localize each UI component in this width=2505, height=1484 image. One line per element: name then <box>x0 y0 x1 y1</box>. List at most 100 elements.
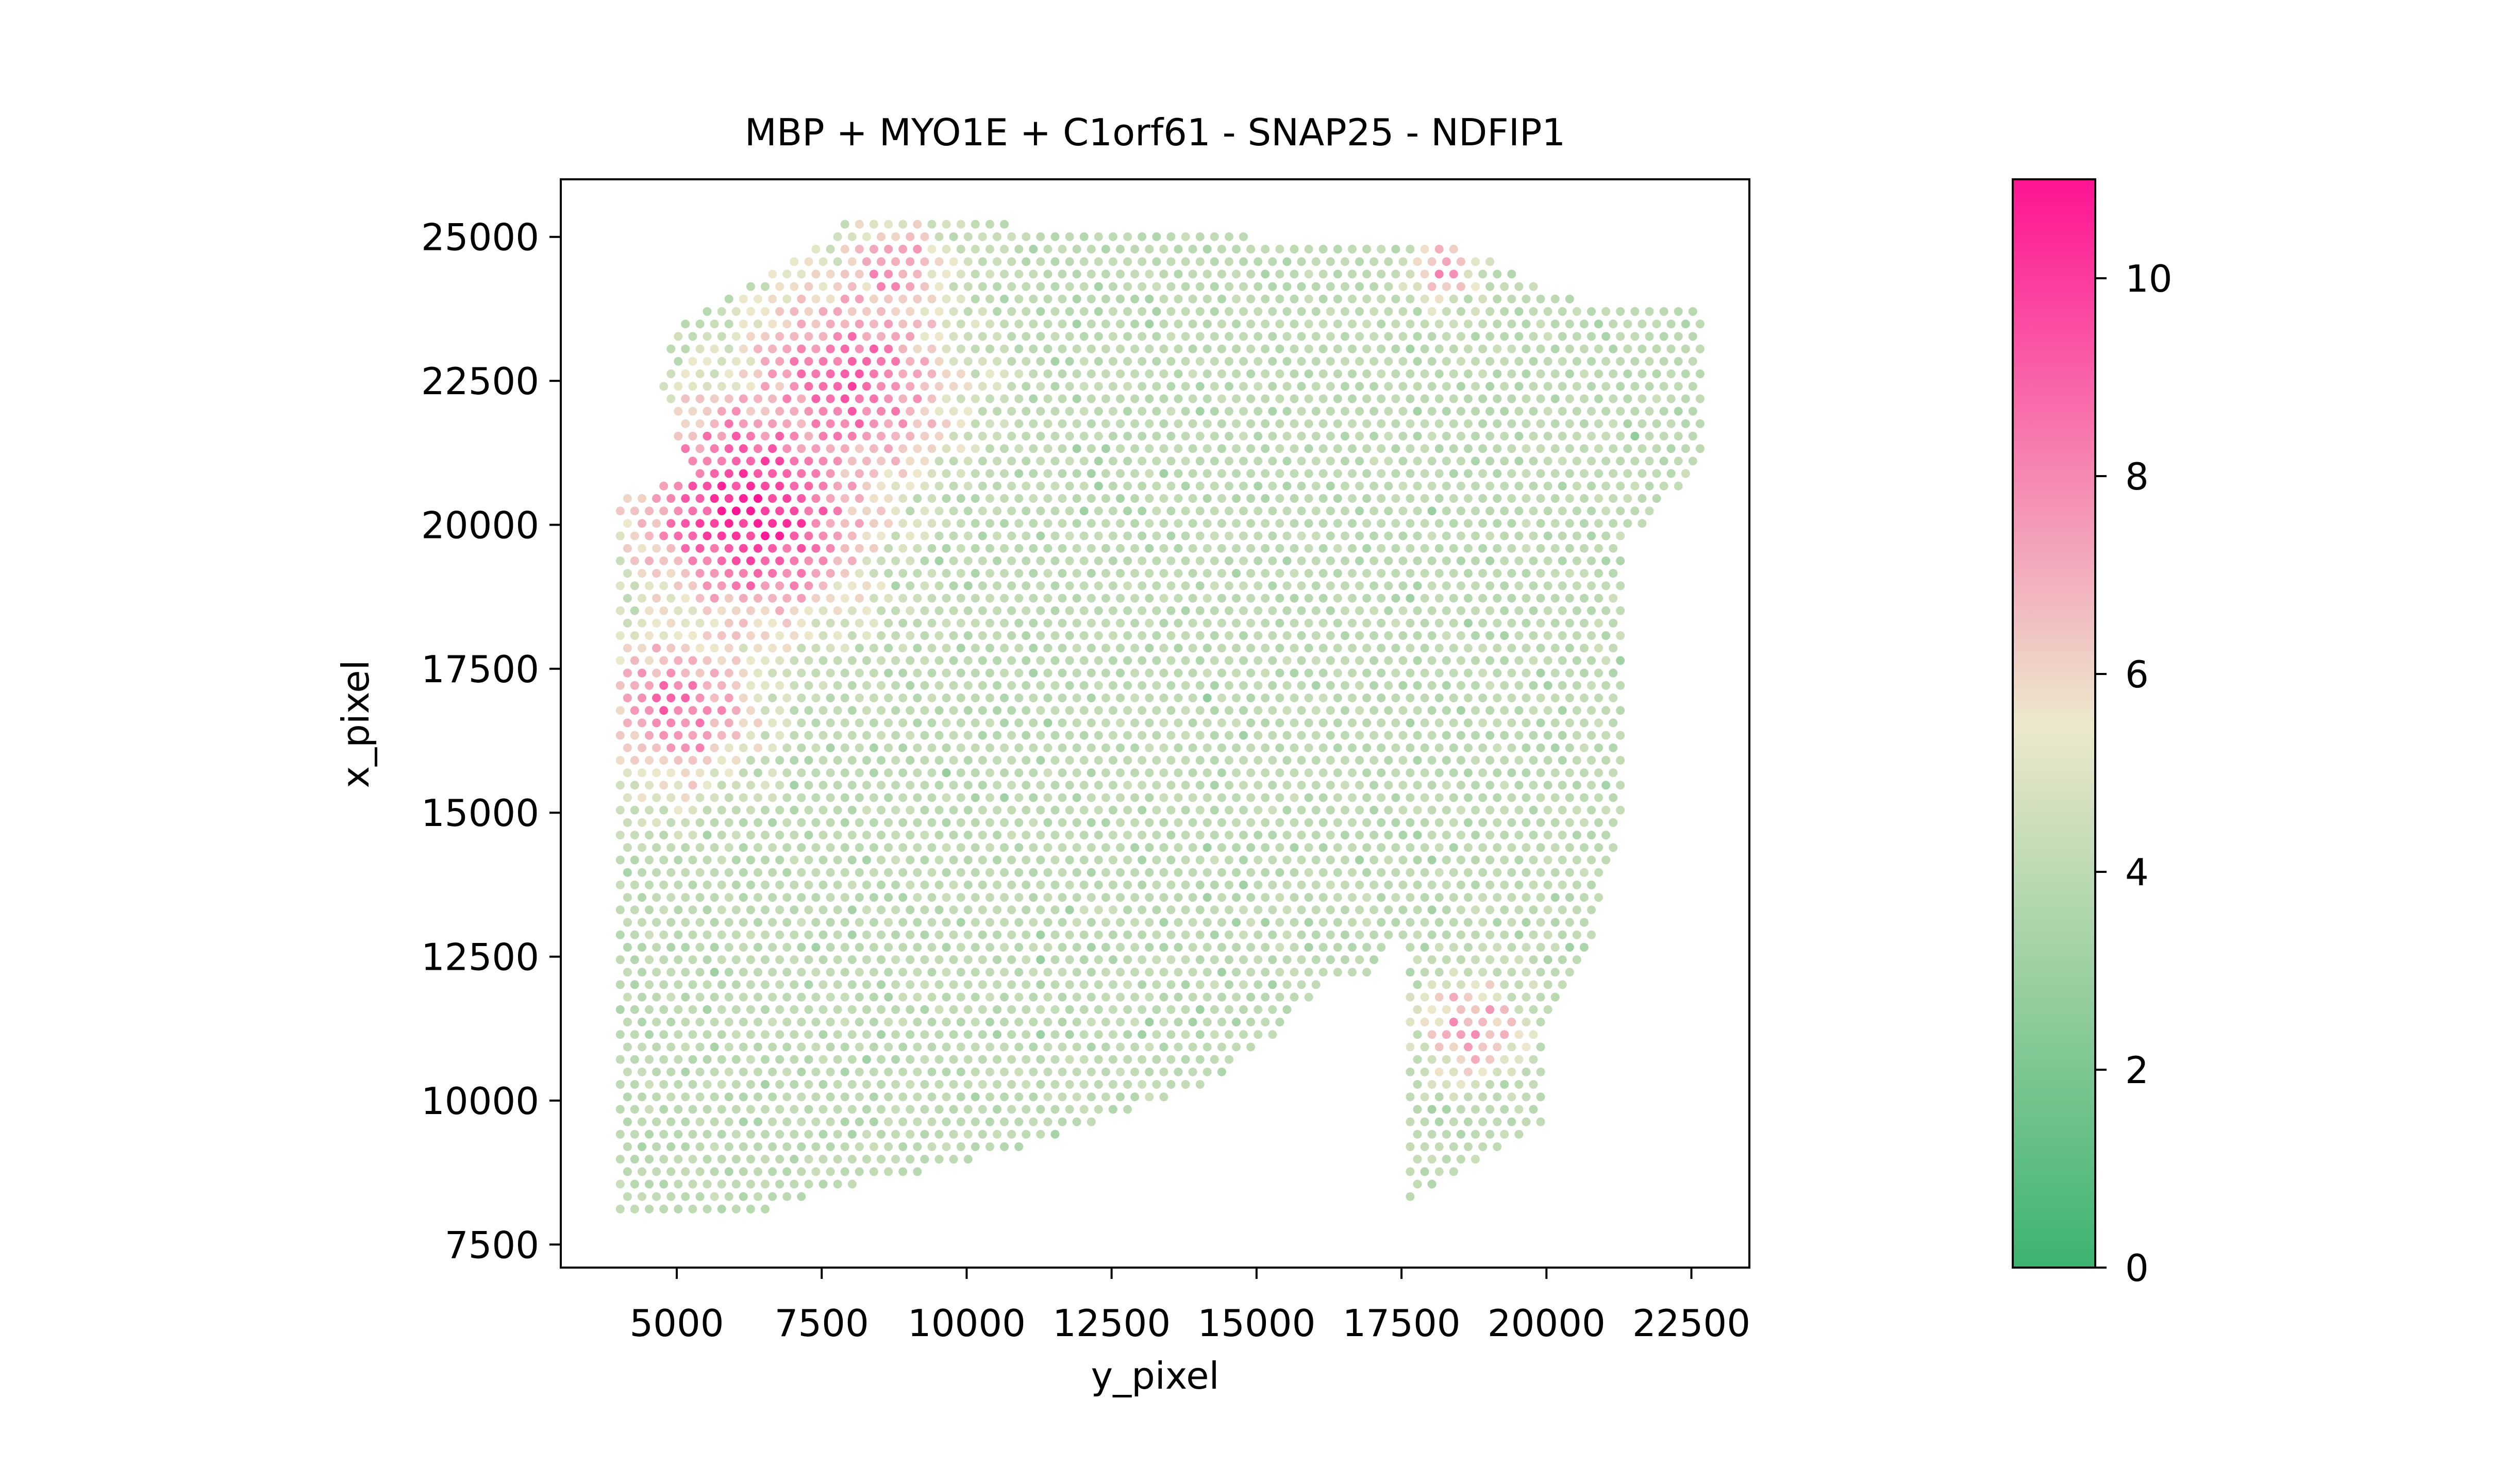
spot <box>1384 382 1393 391</box>
spot <box>1014 1142 1024 1151</box>
spot <box>898 1092 908 1102</box>
spot <box>1029 992 1038 1002</box>
spot <box>978 606 987 615</box>
spot <box>862 481 871 491</box>
spot <box>1152 1080 1161 1089</box>
spot <box>1471 257 1480 266</box>
spot <box>1507 319 1516 329</box>
spot <box>1181 431 1190 441</box>
spot <box>1239 731 1248 740</box>
spot <box>761 606 770 615</box>
spot <box>1239 831 1248 840</box>
spot <box>833 382 842 391</box>
spot <box>1413 507 1422 516</box>
spot <box>1420 1018 1429 1026</box>
spot <box>1058 294 1067 303</box>
spot <box>884 369 893 378</box>
spot <box>659 1129 669 1139</box>
spot <box>1087 843 1096 852</box>
spot <box>1145 893 1154 902</box>
spot <box>898 818 908 827</box>
spot <box>804 1105 813 1114</box>
spot <box>804 731 813 740</box>
spot <box>891 307 900 316</box>
spot <box>1485 731 1495 740</box>
spot <box>993 805 1001 815</box>
spot <box>993 1055 1001 1064</box>
spot <box>1188 444 1197 453</box>
spot <box>1507 1117 1516 1126</box>
spot <box>1101 843 1110 852</box>
spot <box>1543 556 1552 565</box>
spot <box>1558 606 1567 615</box>
spot <box>717 407 726 416</box>
spot <box>920 232 929 241</box>
spot <box>804 606 813 615</box>
spot <box>1130 918 1140 927</box>
spot <box>1210 282 1219 291</box>
spot <box>1152 930 1161 939</box>
spot <box>1427 257 1437 266</box>
spot <box>1123 307 1132 316</box>
spot <box>963 880 973 889</box>
spot <box>652 1067 661 1076</box>
spot <box>1406 1117 1415 1126</box>
spot <box>790 880 799 889</box>
spot <box>1094 831 1103 840</box>
spot <box>1406 793 1415 802</box>
spot <box>790 731 799 740</box>
spot <box>1493 743 1502 752</box>
spot <box>1493 668 1502 678</box>
spot <box>847 1080 857 1089</box>
spot <box>1152 681 1161 690</box>
spot <box>971 968 980 977</box>
spot <box>797 419 806 428</box>
spot <box>1478 394 1488 403</box>
spot <box>949 556 958 565</box>
spot <box>1609 469 1618 478</box>
spot <box>942 992 951 1002</box>
spot <box>1210 706 1219 715</box>
spot <box>1688 382 1697 391</box>
spot <box>1072 918 1081 927</box>
spot <box>1333 245 1342 254</box>
spot <box>1065 980 1074 989</box>
spot <box>934 656 944 665</box>
spot <box>1297 257 1306 266</box>
spot <box>1123 905 1132 915</box>
spot <box>906 905 915 915</box>
spot <box>1246 394 1256 403</box>
spot <box>1217 1042 1226 1052</box>
spot <box>819 1080 828 1089</box>
spot <box>717 880 726 889</box>
spot <box>1311 257 1321 266</box>
spot <box>1377 319 1386 329</box>
spot <box>695 469 705 478</box>
spot <box>1246 793 1256 802</box>
spot <box>638 818 646 827</box>
spot <box>1434 1018 1444 1026</box>
spot <box>1587 681 1596 690</box>
spot <box>1130 793 1140 802</box>
spot <box>1058 843 1067 852</box>
spot <box>1471 706 1480 715</box>
spot <box>731 507 741 516</box>
spot <box>1434 569 1444 578</box>
spot <box>1449 394 1458 403</box>
spot <box>1609 644 1618 653</box>
spot <box>710 544 719 553</box>
spot <box>920 781 929 790</box>
spot <box>1087 344 1096 353</box>
spot <box>1442 332 1451 341</box>
spot <box>884 469 893 478</box>
spot <box>1514 1080 1524 1089</box>
spot <box>1007 507 1016 516</box>
spot <box>869 992 878 1002</box>
spot <box>1485 357 1495 366</box>
spot <box>1065 831 1074 840</box>
spot <box>840 718 849 728</box>
spot <box>1318 718 1328 728</box>
spot <box>1188 294 1197 303</box>
spot <box>1348 245 1357 254</box>
spot <box>1130 494 1140 503</box>
